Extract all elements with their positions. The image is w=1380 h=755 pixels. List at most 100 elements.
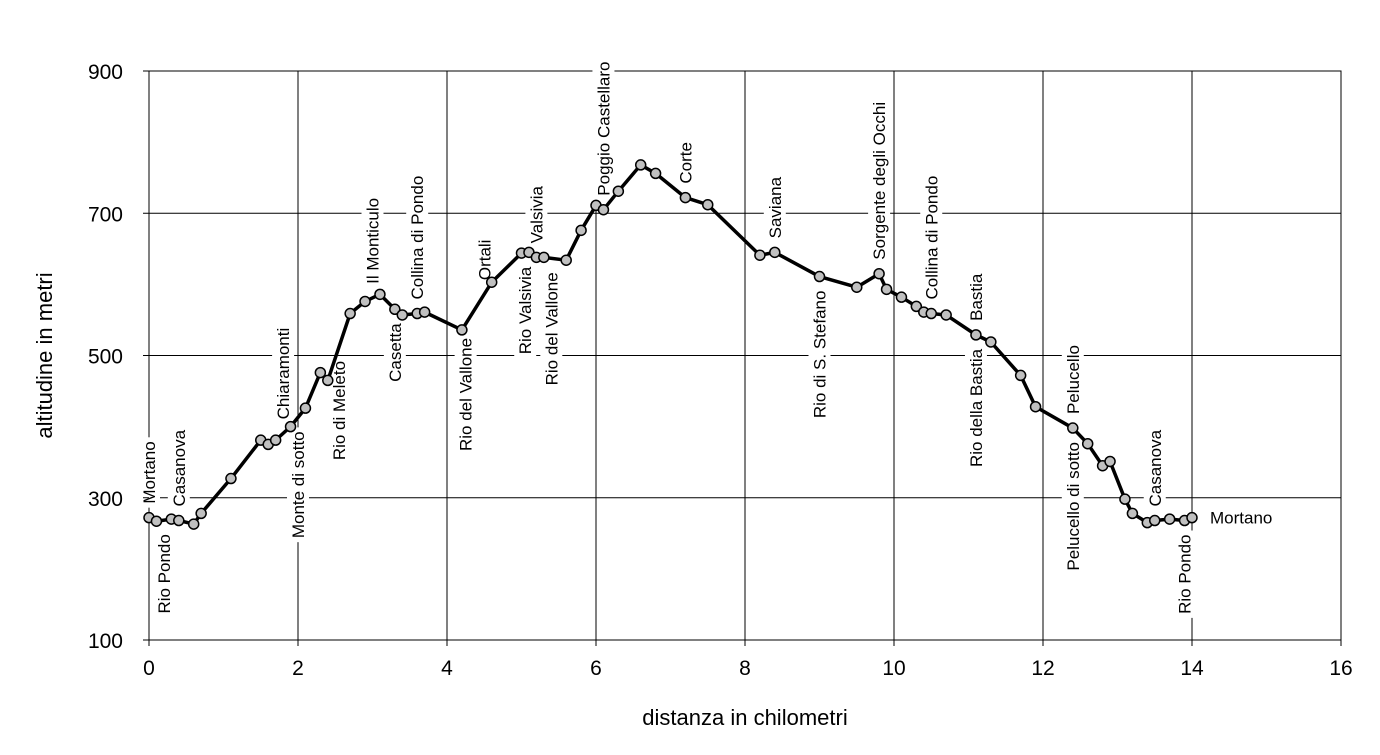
annotation-above: Sorgente degli Occhi	[870, 102, 889, 260]
x-tick-label: 12	[1031, 657, 1054, 680]
elevation-point	[873, 267, 885, 280]
elevation-point	[396, 309, 409, 321]
annotation-backdrop	[964, 344, 987, 471]
elevation-point	[284, 420, 297, 433]
elevation-point	[1081, 437, 1094, 450]
elevation-point	[769, 246, 781, 259]
x-tick-label: 8	[739, 657, 751, 680]
x-tick-label: 2	[292, 657, 304, 680]
annotation-below: Rio Pondo	[155, 534, 174, 613]
annotation-backdrop	[473, 235, 496, 285]
annotation-above: Il Monticulo	[364, 198, 383, 284]
annotation-backdrop	[525, 182, 548, 248]
y-tick-label: 300	[88, 488, 123, 511]
elevation-point	[1067, 422, 1079, 434]
x-axis-ticks: 0 2 4 6 8 10 12 14 16	[143, 640, 1353, 680]
annotation-backdrop	[152, 530, 175, 618]
elevation-point	[456, 324, 468, 336]
annotation-backdrop	[406, 171, 429, 304]
y-axis-ticks: 100 300 500 700 900	[88, 61, 149, 653]
annotation-above: Casanova	[1146, 429, 1165, 506]
elevation-point	[389, 303, 401, 316]
annotation-backdrop	[1061, 438, 1084, 575]
annotation-above: Valsivia	[527, 185, 546, 243]
elevation-point	[925, 307, 937, 320]
annotation-backdrop	[868, 97, 891, 264]
elevation-point	[1149, 514, 1161, 527]
elevation-point	[299, 402, 312, 414]
elevation-point	[634, 159, 647, 171]
elevation-point	[597, 203, 610, 216]
annotation-backdrop	[1173, 530, 1196, 618]
x-tick-label: 4	[441, 657, 453, 680]
x-tick-label: 0	[143, 657, 155, 680]
elevation-point	[1104, 455, 1116, 468]
elevation-point	[1163, 513, 1176, 525]
annotation-above: Bastia	[967, 273, 986, 321]
elevation-point	[813, 270, 826, 283]
y-axis-label: altitudine in metri	[32, 272, 57, 438]
annotation-backdrop	[808, 286, 831, 423]
elevation-point	[985, 336, 997, 348]
elevation-point	[702, 198, 714, 211]
elevation-point	[970, 329, 982, 341]
elevation-point	[940, 309, 952, 321]
elevation-point	[269, 434, 282, 446]
annotation-below: Casetta	[386, 323, 405, 382]
place-annotations: Mortano Casanova Chiaramonti Il Monticulo Co…	[138, 57, 1272, 618]
elevation-series	[143, 159, 1198, 530]
x-tick-label: 16	[1329, 657, 1352, 680]
elevation-point	[359, 295, 371, 308]
elevation-point	[880, 283, 893, 296]
annotation-backdrop	[964, 269, 987, 325]
y-tick-label: 700	[88, 203, 123, 226]
annotation-backdrop	[361, 193, 384, 288]
elevation-point	[314, 366, 327, 379]
annotation-backdrop	[454, 333, 477, 456]
annotation-backdrop	[138, 437, 160, 508]
annotation-backdrop	[287, 427, 309, 543]
elevation-point	[679, 191, 692, 204]
annotation-below: Rio di Meleto	[330, 361, 349, 460]
grid-lines	[148, 71, 1341, 640]
elevation-point	[1029, 400, 1042, 413]
annotation-backdrop	[327, 356, 350, 465]
x-tick-label: 10	[882, 657, 905, 680]
elevation-point	[187, 518, 200, 530]
annotation-backdrop	[167, 425, 190, 511]
annotation-backdrop	[763, 172, 786, 243]
annotation-above: Collina di Pondo	[922, 176, 941, 300]
elevation-point	[612, 185, 625, 197]
annotation-below: Pelucello di sotto	[1064, 442, 1083, 571]
y-tick-label: 500	[88, 346, 123, 369]
annotation-above: Saviana	[766, 176, 785, 238]
elevation-point	[225, 472, 237, 485]
x-axis-label: distanza in chilometri	[642, 705, 847, 730]
annotation-backdrop	[540, 268, 563, 390]
elevation-point	[195, 507, 207, 520]
annotation-side: Mortano	[1210, 509, 1272, 528]
elevation-point	[538, 251, 550, 264]
elevation-point	[322, 374, 334, 387]
annotation-below: Rio della Bastia	[967, 348, 986, 467]
annotation-above: Collina di Pondo	[408, 176, 427, 300]
annotation-below: Rio di S. Stefano	[811, 291, 830, 419]
elevation-point	[754, 249, 766, 261]
elevation-point	[851, 281, 863, 293]
elevation-point	[485, 276, 498, 288]
elevation-point	[575, 224, 587, 237]
annotation-backdrop	[272, 323, 295, 424]
annotation-above: Poggio Castellaro	[594, 61, 613, 195]
annotation-above: Ortali	[475, 240, 494, 281]
annotation-backdrop	[1143, 425, 1166, 511]
elevation-point	[374, 288, 386, 301]
elevation-point	[560, 254, 572, 266]
y-tick-label: 100	[88, 630, 123, 653]
elevation-point	[150, 515, 163, 527]
elevation-point	[1126, 507, 1139, 520]
x-tick-label: 6	[590, 657, 602, 680]
elevation-point	[895, 291, 908, 303]
annotation-above: Pelucello	[1064, 345, 1083, 414]
elevation-point	[1119, 493, 1131, 505]
